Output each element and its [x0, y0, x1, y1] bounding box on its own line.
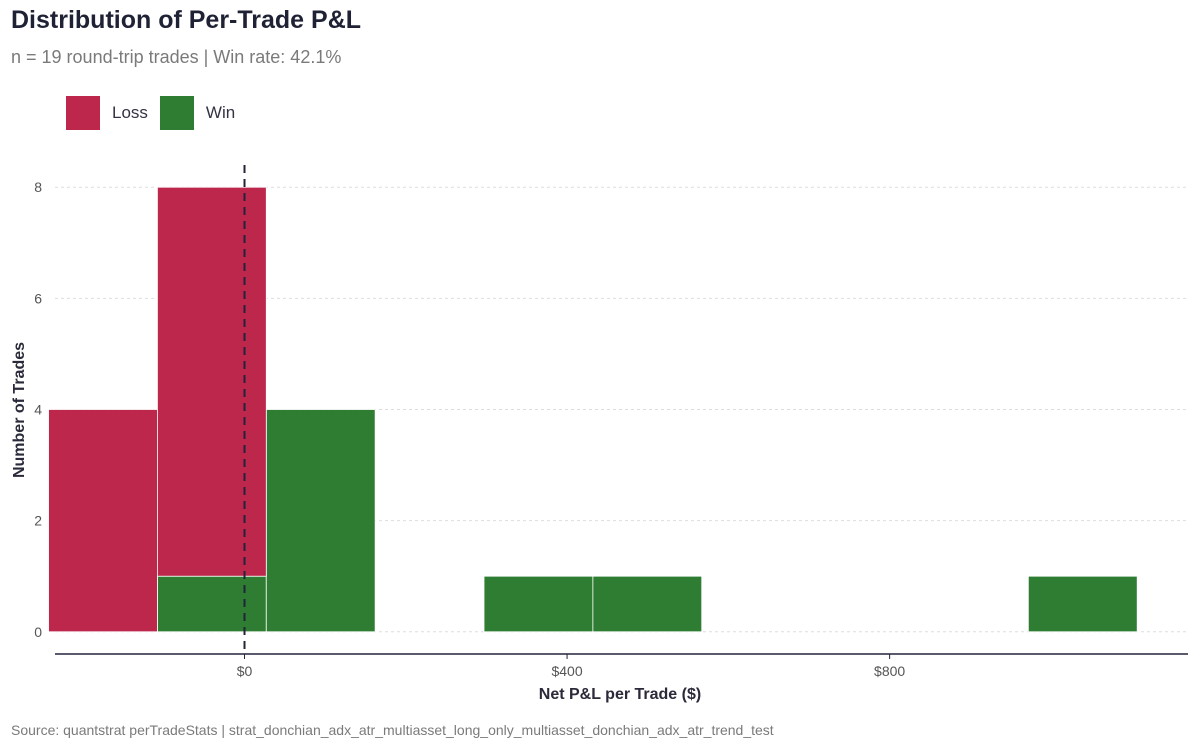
- bar-win: [265, 409, 376, 633]
- source-caption: Source: quantstrat perTradeStats | strat…: [11, 722, 774, 738]
- x-tick-label: $800: [874, 663, 905, 679]
- x-tick-label: $400: [551, 663, 582, 679]
- legend-item-loss: Loss: [66, 96, 148, 130]
- bar-loss: [48, 409, 158, 633]
- bars: [48, 186, 1138, 633]
- chart-title: Distribution of Per-Trade P&L: [11, 6, 362, 34]
- y-tick-label: 4: [34, 402, 42, 418]
- bar-win: [592, 575, 703, 633]
- legend-swatch-win: [159, 96, 194, 130]
- x-tick-label: $0: [237, 663, 253, 679]
- y-tick-label: 6: [34, 290, 42, 306]
- y-tick-label: 0: [34, 624, 42, 640]
- legend-label-win: Win: [205, 103, 236, 122]
- bar-loss: [157, 186, 267, 577]
- y-axis-title: Number of Trades: [11, 342, 28, 478]
- y-tick-label: 8: [34, 179, 42, 195]
- x-axis-title: Net P&L per Trade ($): [539, 686, 701, 703]
- bar-win: [1027, 575, 1138, 633]
- legend-swatch-loss: [66, 96, 100, 130]
- y-tick-label: 2: [34, 513, 42, 529]
- legend-item-win: Win: [159, 96, 236, 130]
- bar-win: [157, 575, 267, 633]
- bar-win: [483, 575, 594, 633]
- legend-label-loss: Loss: [112, 103, 148, 122]
- axes: 0 2 4 6 8 $0 $400 $800: [34, 179, 1188, 679]
- legend: Loss Win: [66, 96, 247, 130]
- chart-subtitle: n = 19 round-trip trades | Win rate: 42.…: [11, 47, 342, 67]
